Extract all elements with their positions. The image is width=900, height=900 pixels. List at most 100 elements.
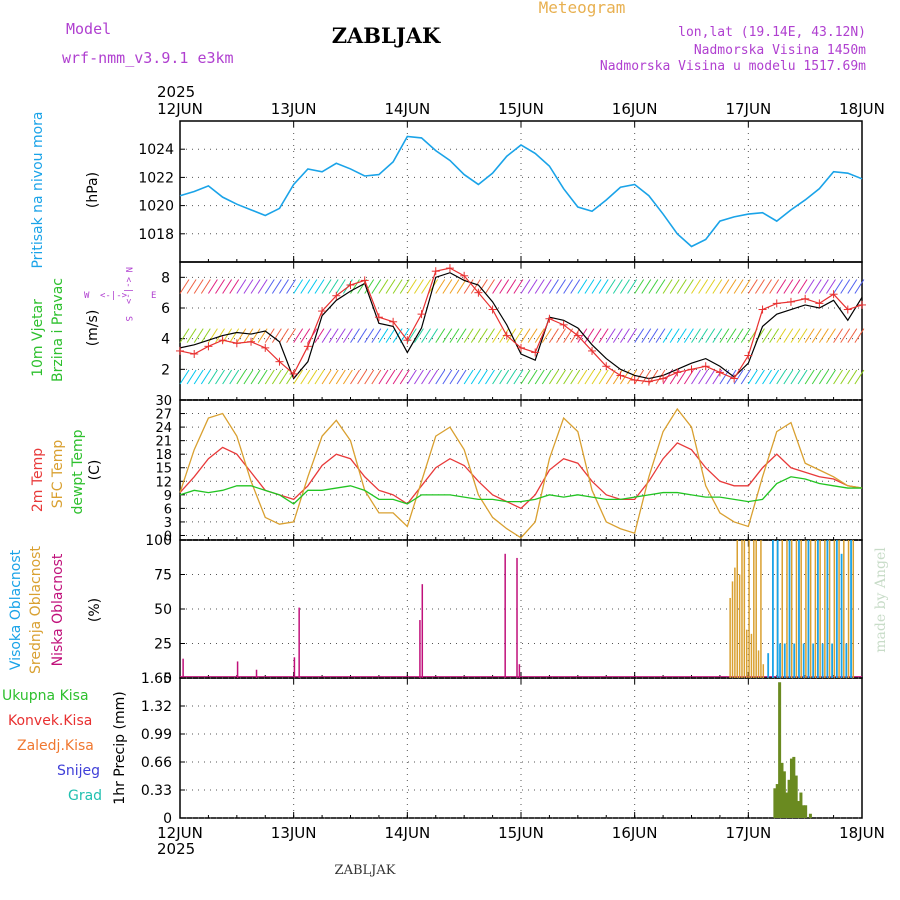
cloud-high-bar	[772, 540, 774, 678]
wind-barb-hatch	[605, 279, 616, 294]
wind-barb-hatch	[676, 279, 687, 294]
compass-w: W	[84, 291, 90, 301]
wind-ytick-label: 2	[161, 362, 170, 378]
wind-barb-hatch	[847, 328, 858, 343]
wind-barb-hatch	[506, 369, 517, 385]
wind-barb-hatch	[286, 279, 296, 294]
model-label: Model	[66, 20, 111, 38]
wind-barb-hatch	[506, 279, 517, 294]
wind-barb-hatch	[527, 279, 538, 294]
wind-barb-hatch	[229, 279, 240, 294]
wind-barb-hatch	[499, 369, 510, 385]
temperature-ytick-label: 0	[164, 529, 172, 544]
wind-barb-hatch	[854, 369, 865, 385]
wind-barb-hatch	[499, 279, 510, 294]
wind-barb-hatch	[300, 328, 311, 343]
wind-barb-hatch	[762, 328, 772, 343]
clouds-ytick-label: 100	[145, 533, 172, 549]
cloud-mid-bar	[743, 540, 746, 678]
wind-barb-hatch	[264, 279, 275, 294]
wind-barb-hatch	[364, 328, 375, 343]
wind-barb-hatch	[456, 279, 467, 294]
wind-barb-hatch	[683, 369, 694, 385]
cloud-high-bar	[779, 643, 781, 678]
legend-frozen: Zaledj.Kisa	[17, 738, 94, 754]
wind-barb-hatch	[691, 328, 701, 343]
temp-dew-label: dewpt Temp	[70, 429, 86, 514]
wind-barb-hatch	[385, 279, 396, 294]
wind-barb-hatch	[683, 328, 694, 343]
cloud-high-bar	[798, 540, 800, 678]
cloud-low-label: Niska Oblacnost	[50, 553, 66, 666]
cloud-mid-bar	[750, 633, 753, 678]
wind-barb-hatch	[463, 279, 474, 294]
wind-barb-hatch	[186, 279, 197, 294]
wind-barb-hatch	[747, 279, 758, 294]
wind-barb-hatch	[591, 369, 602, 385]
wind-barb-hatch	[271, 369, 282, 385]
precip-ytick-label: 1.32	[141, 699, 172, 715]
wind-barb-hatch	[250, 279, 261, 294]
clouds-ytick-label: 25	[154, 637, 172, 653]
cloud-high-bar	[783, 643, 786, 678]
pressure-ytick-label: 1022	[138, 170, 174, 186]
cloud-mid-bar	[824, 540, 826, 678]
wind-barb-hatch	[442, 328, 453, 343]
wind-barb-hatch	[328, 328, 339, 343]
wind-barb-hatch	[421, 369, 431, 385]
wind-barb-hatch	[641, 328, 652, 343]
wind-barb-hatch	[463, 369, 474, 385]
wind-barb-hatch	[421, 279, 431, 294]
cloud-mid-bar	[753, 540, 755, 678]
wind-barb-hatch	[414, 279, 424, 294]
wind-barb-hatch	[755, 369, 765, 385]
wind-barb-hatch	[691, 279, 701, 294]
wind-barb-hatch	[371, 328, 382, 343]
precip-total-bar	[808, 813, 812, 818]
wind-barb-hatch	[605, 369, 616, 385]
model-elevation-label: Nadmorska Visina u modelu 1517.69m	[600, 59, 866, 74]
wind-barb-hatch	[179, 279, 190, 294]
cloud-low-bar	[236, 661, 239, 678]
wind-barb-hatch	[854, 328, 865, 343]
temperature-frame	[179, 399, 863, 541]
wind-barb-hatch	[399, 328, 410, 343]
cloud-mid-bar	[833, 540, 836, 678]
wind-barb-hatch	[207, 369, 218, 385]
cloud-mid-bar	[736, 540, 738, 678]
wind-barb-hatch	[364, 279, 375, 294]
wind-barb-hatch	[236, 328, 247, 343]
wind-barb-hatch	[477, 328, 488, 343]
wind-barb-hatch	[186, 328, 197, 343]
wind-barb-hatch	[513, 369, 524, 385]
footer-location: ZABLJAK	[335, 863, 396, 878]
wind-barb-hatch	[321, 328, 332, 343]
cloud-mid-bar	[795, 540, 798, 678]
wind-barb-hatch	[783, 328, 794, 343]
wind-barb-hatch	[236, 279, 247, 294]
wind-barb-hatch	[435, 279, 446, 294]
wind-barb-hatch	[740, 328, 751, 343]
wind-barb-hatch	[634, 328, 645, 343]
date-label-bottom: 18JUN	[839, 824, 885, 842]
temperature-ytick-label: 6	[164, 502, 172, 517]
wind-barb-hatch	[513, 279, 524, 294]
date-label-bottom: 17JUN	[725, 824, 771, 842]
wind-barb-hatch	[520, 328, 531, 343]
cloud-mid-bar	[741, 540, 743, 678]
cloud-high-bar	[807, 540, 810, 678]
wind-barb-hatch	[207, 328, 218, 343]
wind-barb-hatch	[193, 369, 204, 385]
wind-barb-hatch	[399, 369, 410, 385]
wind-barb-hatch	[300, 279, 311, 294]
date-label-top: 12JUN	[157, 100, 203, 118]
wind-barb-hatch	[520, 279, 531, 294]
wind-barb-hatch	[314, 279, 325, 294]
wind-barb-hatch	[698, 369, 709, 385]
cloud-mid-bar	[852, 540, 855, 678]
temperature-panel: 2m Temp SFC Temp dewpt Temp (C)	[30, 429, 103, 514]
wind-barb-hatch	[286, 328, 296, 343]
wind-barb-hatch	[847, 369, 858, 385]
wind-barb-hatch	[342, 328, 353, 343]
wind-barb-hatch	[534, 369, 545, 385]
